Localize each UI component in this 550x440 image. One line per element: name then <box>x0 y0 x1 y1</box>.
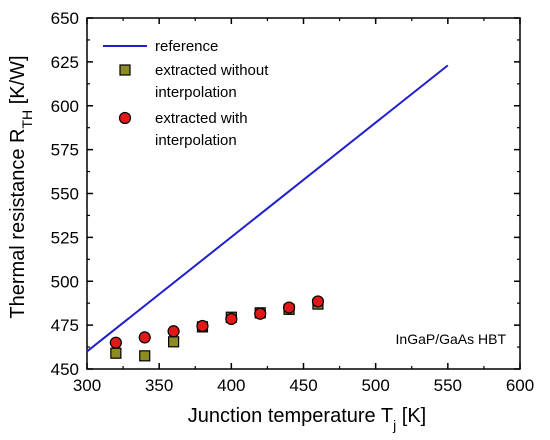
y-tick-label: 650 <box>51 9 79 28</box>
y-tick-label: 550 <box>51 185 79 204</box>
x-tick-label: 550 <box>434 376 462 395</box>
legend-square-swatch <box>119 64 131 76</box>
y-tick-label: 450 <box>51 360 79 379</box>
axis-title-subscript: j <box>392 417 396 433</box>
legend-group: reference extracted without interpolation e… <box>103 38 269 149</box>
x-tick-label: 500 <box>361 376 389 395</box>
x-tick-label: 350 <box>145 376 173 395</box>
legend-label: reference <box>155 38 218 55</box>
data-point-circle <box>225 312 238 326</box>
axes-group: 300 350 400 450 500 550 600 450 475 500 525 550 575 6… <box>51 9 535 395</box>
data-point-square <box>168 336 180 348</box>
data-group <box>86 64 449 362</box>
x-tick-label: 300 <box>73 376 101 395</box>
data-point-circle <box>196 319 209 333</box>
annotation-label: InGaP/GaAs HBT <box>396 331 507 347</box>
x-axis-title: Junction temperature Tj [K] <box>188 405 426 433</box>
axis-title-subscript: TH <box>19 110 35 129</box>
y-tick-label: 575 <box>51 141 79 160</box>
legend-circle-swatch <box>118 111 132 125</box>
axis-title-unit: [K/W] <box>7 55 29 109</box>
axis-title-main: Junction temperature T <box>188 405 393 427</box>
legend-label: interpolation <box>155 132 237 149</box>
y-tick-label: 600 <box>51 97 79 116</box>
legend-label: extracted without <box>155 62 269 79</box>
data-point-circle <box>282 301 296 314</box>
data-point-square <box>110 347 122 359</box>
y-tick-label: 475 <box>51 316 79 335</box>
y-axis-title: Thermal resistance RTH [K/W] <box>7 55 35 318</box>
axis-title-main: Thermal resistance R <box>7 129 29 319</box>
data-point-circle <box>254 307 267 320</box>
x-tick-label: 600 <box>506 376 534 395</box>
plot-frame <box>86 17 521 370</box>
legend-label: extracted with <box>155 110 248 127</box>
data-point-square <box>139 350 151 362</box>
data-point-circle <box>311 295 325 308</box>
legend-label: interpolation <box>155 84 237 101</box>
reference-line <box>86 64 449 353</box>
data-point-circle <box>167 325 180 338</box>
y-tick-label: 525 <box>51 228 79 247</box>
data-point-circle <box>109 336 122 349</box>
data-point-circle <box>138 331 151 344</box>
y-tick-label: 500 <box>51 272 79 291</box>
x-tick-label: 450 <box>289 376 317 395</box>
axis-title-unit: [K] <box>396 405 426 427</box>
x-tick-label: 400 <box>217 376 245 395</box>
y-tick-label: 625 <box>51 53 79 72</box>
